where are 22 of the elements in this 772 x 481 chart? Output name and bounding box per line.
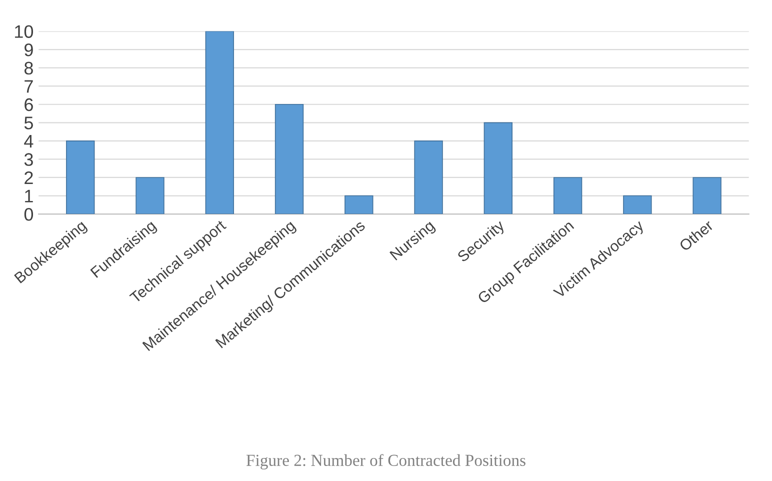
- bar: [136, 177, 164, 214]
- bar: [66, 140, 95, 214]
- bar: [484, 122, 513, 214]
- y-tick-label: 4: [24, 135, 34, 148]
- bar: [623, 195, 652, 214]
- y-tick-label: 10: [15, 25, 34, 38]
- y-tick-label: 9: [24, 43, 33, 56]
- y-tick-label: 2: [24, 171, 33, 184]
- bar: [692, 177, 722, 214]
- bar: [553, 177, 582, 214]
- y-tick-label: 0: [24, 208, 34, 221]
- y-tick-label: 3: [24, 153, 33, 166]
- caption: Figure 2: Number of Contracted Positions: [246, 454, 526, 470]
- y-tick-label: 6: [24, 98, 33, 112]
- y-tick-label: 7: [24, 80, 33, 93]
- bar: [414, 140, 443, 214]
- y-tick-label: 1: [25, 190, 33, 202]
- bar: [344, 195, 374, 214]
- y-tick-label: 5: [24, 116, 33, 130]
- y-tick-label: 8: [24, 62, 33, 75]
- bar: [205, 31, 234, 214]
- bar: [274, 104, 304, 214]
